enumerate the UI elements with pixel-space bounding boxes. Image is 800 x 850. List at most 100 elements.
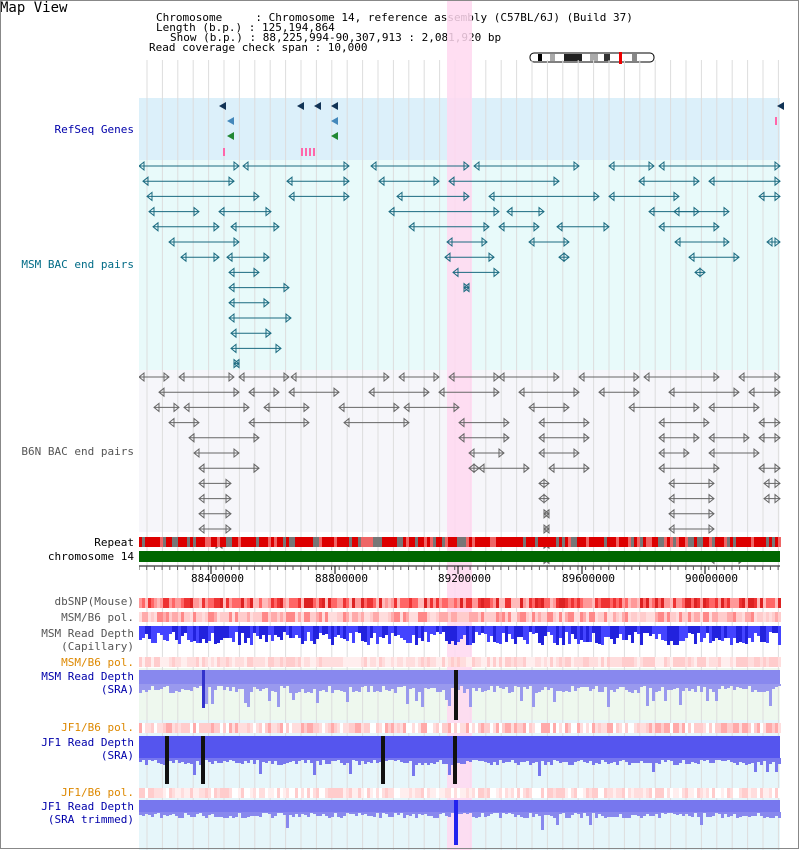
msm-pol-cell <box>172 612 175 622</box>
track-label-repeat[interactable]: Repeat <box>94 536 134 549</box>
jf1-sra-depth-bar <box>646 758 649 763</box>
dbsnp-cell <box>442 598 445 608</box>
bac-end <box>503 432 510 443</box>
jf1-pol2-cell <box>739 788 742 798</box>
msm-sra-depth-bar <box>331 684 334 693</box>
msm-cap-depth-bar <box>307 626 310 632</box>
repeat-element <box>244 537 247 547</box>
msm-cap-depth-bar <box>451 626 454 641</box>
bac-end <box>563 252 570 263</box>
msm-cap-depth-bar <box>151 626 154 643</box>
jf1-trim-depth-bar <box>307 812 310 817</box>
track-label-jf1-depth-trim[interactable]: JF1 Read Depth <box>41 800 134 813</box>
track-label-jf1-b6-pol-2[interactable]: JF1/B6 pol. <box>61 786 134 799</box>
jf1-trim-depth-bar <box>691 812 694 817</box>
jf1-pol2-cell <box>175 788 178 798</box>
highlight-region[interactable] <box>447 0 472 850</box>
msm-sra-depth-bar <box>403 684 406 686</box>
msm-cap-depth-bar <box>241 626 244 633</box>
msm-sra-depth-bar <box>478 684 481 688</box>
msm-cap-depth-bar <box>298 626 301 638</box>
msm-sra-depth-bar <box>289 684 292 693</box>
genome-track-viewer[interactable] <box>139 0 800 850</box>
chromosome-ideogram[interactable] <box>528 52 658 64</box>
repeat-element <box>718 537 721 547</box>
jf1-pol2-cell <box>457 788 460 798</box>
track-label-dbsnp[interactable]: dbSNP(Mouse) <box>54 595 134 608</box>
jf1-sra-depth-bar <box>220 758 223 763</box>
refseq-genes-track[interactable] <box>219 102 784 156</box>
track-label-msm-depth-capillary[interactable]: MSM Read Depth <box>41 627 134 640</box>
msm-pol2-cell <box>253 657 256 667</box>
track-label-msm-bac[interactable]: MSM BAC end pairs <box>21 258 134 271</box>
jf1-trim-depth-bar <box>388 812 391 817</box>
jf1-sra-depth-bar <box>208 758 211 762</box>
jf1-sra-depth-bar <box>283 758 286 764</box>
jf1-trim-depth-bar <box>733 812 736 814</box>
msm-pol-cell <box>253 612 256 622</box>
jf1-pol-cell <box>736 723 739 733</box>
jf1-trim-depth-bar <box>739 812 742 817</box>
jf1-sra-depth-bar <box>658 758 661 764</box>
jf1-pol-cell <box>775 723 778 733</box>
msm-pol-cell <box>424 612 427 622</box>
jf1-sra-depth-bar <box>736 758 739 765</box>
jf1-pol-cell <box>352 723 355 733</box>
jf1-trim-depth-bar <box>301 812 304 814</box>
repeat-element <box>361 537 364 547</box>
msm-cap-depth-bar <box>556 626 559 645</box>
jf1-trim-depth-bar <box>394 812 397 813</box>
track-label-refseq[interactable]: RefSeq Genes <box>54 123 134 136</box>
bac-end <box>774 387 781 398</box>
jf1-sra-depth-bar <box>490 758 493 765</box>
msm-pol2-cell <box>418 657 421 667</box>
track-label-jf1-b6-pol[interactable]: JF1/B6 pol. <box>61 721 134 734</box>
msm-pol2-cell <box>445 657 448 667</box>
jf1-pol-cell <box>361 723 364 733</box>
bac-end <box>263 252 270 263</box>
repeat-element <box>568 537 571 547</box>
msm-pol2-cell <box>670 657 673 667</box>
jf1-sra-depth-bar <box>373 758 376 760</box>
jf1-pol-cell <box>715 723 718 733</box>
track-label-jf1-depth-sra[interactable]: JF1 Read Depth <box>41 736 134 749</box>
repeat-element <box>550 537 553 547</box>
msm-sra-depth-bar <box>685 684 688 688</box>
msm-pol-cell <box>736 612 739 622</box>
msm-cap-depth-bar <box>223 626 226 638</box>
jf1-pol-cell <box>406 723 409 733</box>
msm-pol-cell <box>289 612 292 622</box>
jf1-sra-spike <box>201 736 205 784</box>
msm-pol2-cell <box>385 657 388 667</box>
track-label-b6n-bac[interactable]: B6N BAC end pairs <box>21 445 134 458</box>
track-label-msm-depth-sra[interactable]: MSM Read Depth <box>41 670 134 683</box>
jf1-pol2-cell <box>718 788 721 798</box>
bac-end <box>693 176 700 187</box>
bac-end <box>538 206 545 217</box>
msm-pol2-cell <box>295 657 298 667</box>
msm-bac-track[interactable] <box>139 160 781 369</box>
jf1-trim-depth-bar <box>556 812 559 825</box>
variation-depth-tracks[interactable] <box>139 598 781 845</box>
bac-end <box>253 191 260 202</box>
bac-end <box>163 371 170 383</box>
jf1-pol-cell <box>685 723 688 733</box>
msm-pol-cell <box>334 612 337 622</box>
bac-end <box>674 236 681 248</box>
track-label-msm-b6-pol-2[interactable]: MSM/B6 pol. <box>61 656 134 669</box>
track-label-msm-b6-pol[interactable]: MSM/B6 pol. <box>61 611 134 624</box>
bac-end <box>603 221 610 232</box>
dbsnp-cell <box>589 598 592 608</box>
msm-pol2-cell <box>523 657 526 667</box>
msm-cap-depth-bar <box>145 626 148 634</box>
jf1-pol-cell <box>388 723 391 733</box>
msm-sra-depth-bar <box>211 684 214 704</box>
msm-pol2-cell <box>691 657 694 667</box>
repeat-track[interactable] <box>139 537 781 547</box>
jf1-trim-depth-bar <box>298 812 301 817</box>
msm-sra-depth-bar <box>295 684 298 693</box>
msm-sra-depth-bar <box>571 684 574 686</box>
jf1-sra-depth-base <box>139 736 780 758</box>
b6n-bac-track[interactable] <box>139 371 781 565</box>
track-label-chromosome[interactable]: chromosome 14 <box>47 550 134 563</box>
